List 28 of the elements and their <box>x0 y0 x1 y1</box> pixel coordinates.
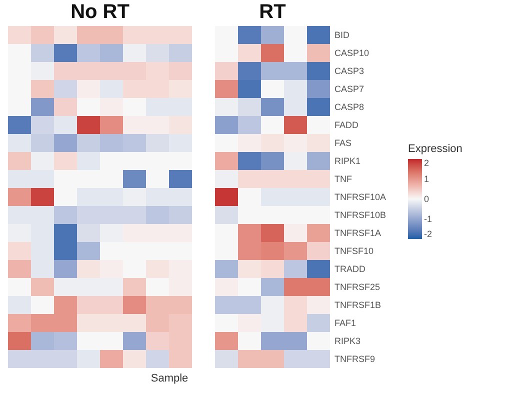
y-tick-label: FAF1 <box>334 318 356 328</box>
y-tick-label: TNF <box>334 174 352 184</box>
color-bar-label: 2 <box>424 158 430 168</box>
y-tick-label: TNFRSF25 <box>334 282 380 292</box>
y-tick-label: FAS <box>334 138 352 148</box>
y-tick-label: TNFRSF10B <box>334 210 386 220</box>
x-axis-title: Sample <box>150 372 188 384</box>
color-bar-label: -2 <box>424 229 432 239</box>
color-bar-title: Expression <box>408 143 462 155</box>
color-bar-label: 1 <box>424 174 430 184</box>
y-tick-label: CASP7 <box>334 84 364 94</box>
y-tick-label: TNFRSF1B <box>334 300 382 310</box>
y-tick-label: BID <box>334 30 350 40</box>
y-tick-label: TNFRSF1A <box>334 228 382 238</box>
color-bar-label: 0 <box>424 194 430 204</box>
y-tick-label: TRADD <box>334 264 366 274</box>
text: RT <box>259 1 286 23</box>
y-tick-label: CASP8 <box>334 102 364 112</box>
text: No RT <box>70 1 130 23</box>
y-tick-label: CASP10 <box>334 48 370 58</box>
y-tick-label: RIPK1 <box>334 156 361 166</box>
y-tick-label: TNFSF10 <box>334 246 374 256</box>
y-tick-label: TNFRSF9 <box>334 354 375 364</box>
y-tick-label: FADD <box>334 120 360 130</box>
y-tick-label: TNFRSF10A <box>334 192 386 202</box>
y-tick-label: RIPK3 <box>334 336 361 346</box>
color-bar-label: -1 <box>424 214 432 224</box>
y-tick-label: CASP3 <box>334 66 364 76</box>
